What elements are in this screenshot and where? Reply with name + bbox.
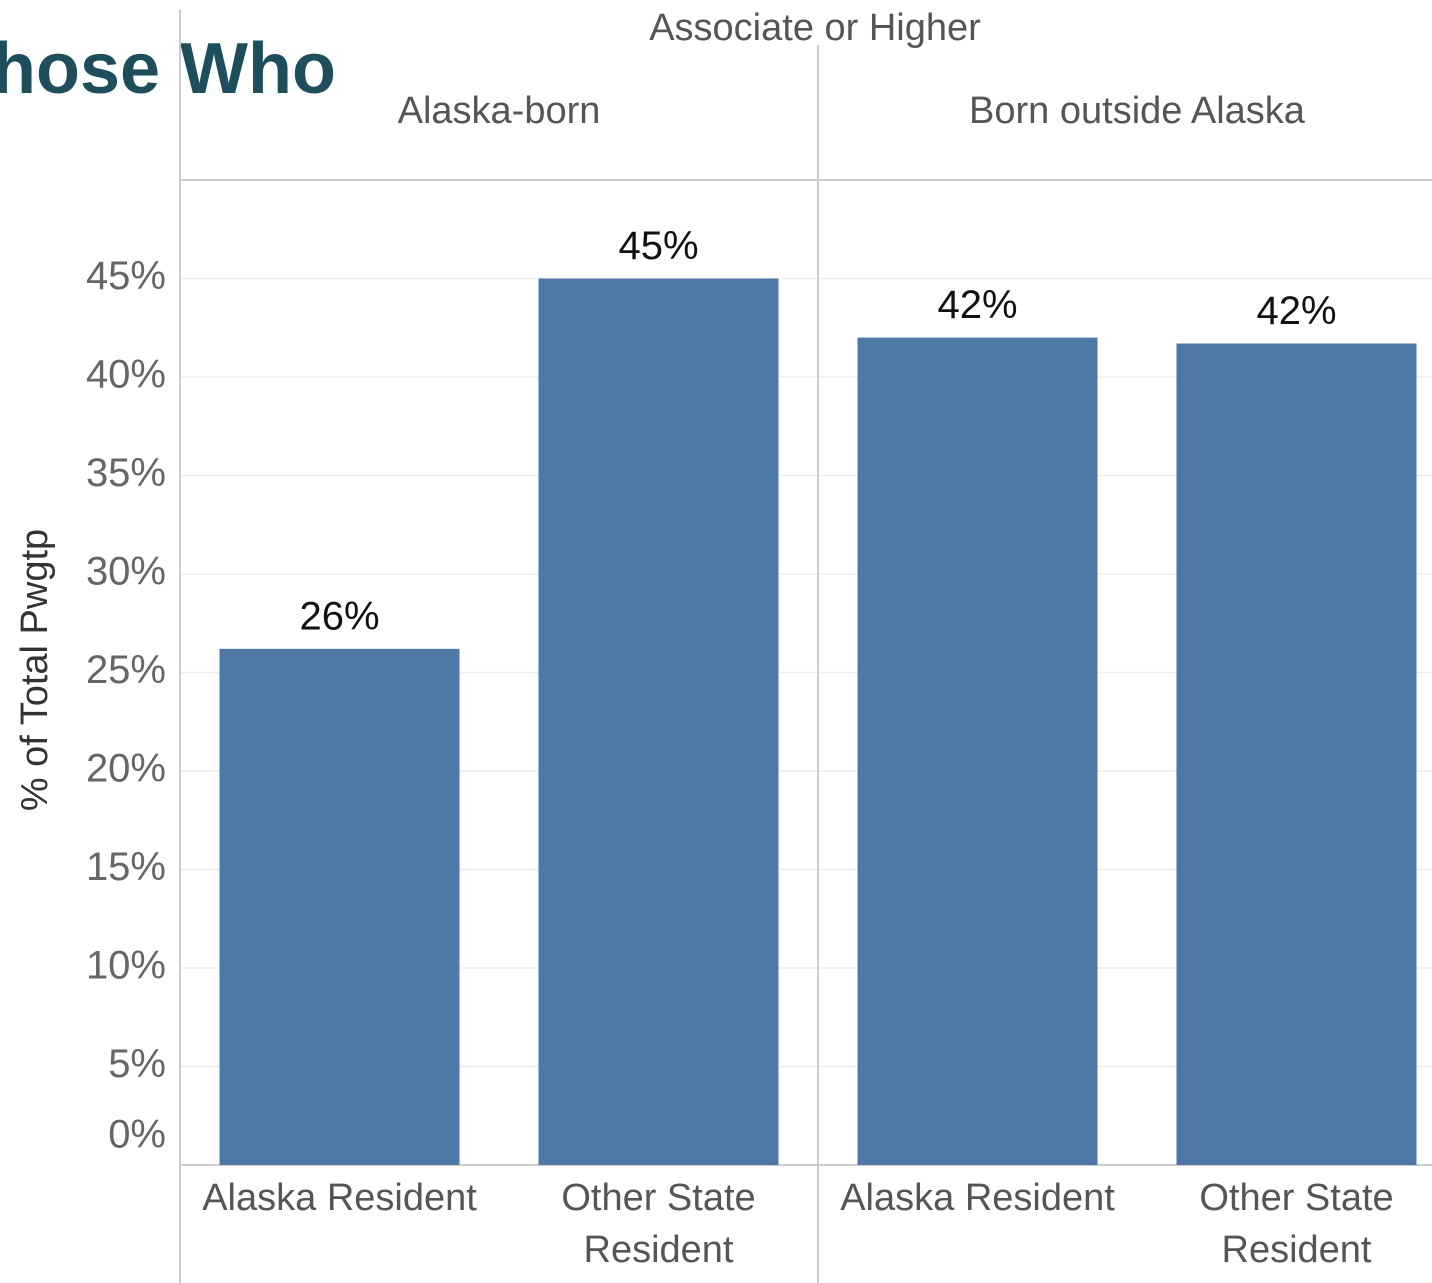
x-tick-label: Other State Resident bbox=[1199, 1177, 1394, 1271]
pane-label: Born outside Alaska bbox=[969, 90, 1306, 132]
y-tick-label: 40% bbox=[86, 353, 166, 397]
y-tick-label: 35% bbox=[86, 451, 166, 495]
pane-label: Alaska-born bbox=[398, 90, 601, 132]
bar bbox=[857, 337, 1098, 1166]
y-tick-label: 5% bbox=[108, 1042, 166, 1086]
x-tick-label: Other State Resident bbox=[561, 1177, 756, 1271]
value-label: 42% bbox=[937, 283, 1017, 327]
header: Associate or Higher bbox=[649, 7, 981, 49]
value-label: 26% bbox=[299, 594, 379, 638]
y-axis-label: % of Total Pwgtp bbox=[14, 529, 56, 811]
x-tick-label: Alaska Resident bbox=[202, 1177, 477, 1219]
y-tick-label: 0% bbox=[108, 1113, 166, 1157]
y-tick-label: 20% bbox=[86, 747, 166, 791]
y-tick-label: 15% bbox=[86, 845, 166, 889]
y-tick-label: 25% bbox=[86, 648, 166, 692]
chart-title: hose Who bbox=[0, 29, 336, 109]
x-tick-label: Alaska Resident bbox=[840, 1177, 1115, 1219]
bar bbox=[1176, 343, 1417, 1165]
y-tick-label: 30% bbox=[86, 550, 166, 594]
y-tick-label: 10% bbox=[86, 944, 166, 988]
value-label: 42% bbox=[1256, 289, 1336, 333]
bar bbox=[219, 648, 460, 1165]
y-tick-label: 45% bbox=[86, 254, 166, 298]
value-label: 45% bbox=[618, 224, 698, 268]
bar bbox=[538, 278, 779, 1165]
